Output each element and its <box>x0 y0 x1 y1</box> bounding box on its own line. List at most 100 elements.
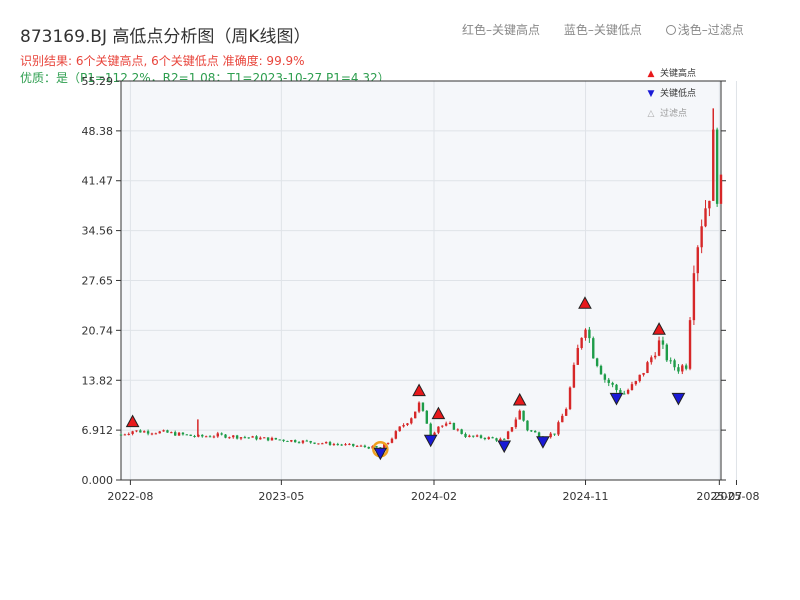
candle-body <box>293 440 297 443</box>
candle-body <box>352 443 355 446</box>
candle-body <box>348 443 351 445</box>
candle-body <box>630 384 634 390</box>
candle-body <box>394 431 398 439</box>
candle-body <box>460 429 463 434</box>
candle-body <box>626 389 630 394</box>
candle-body <box>235 435 239 439</box>
x-tick-label: 2022-08 <box>107 490 153 503</box>
candle-body <box>595 358 599 366</box>
candle-body <box>657 340 661 356</box>
hollow-triangle-icon: △ <box>647 109 655 119</box>
legend-item-filtered: △ 过滤点 <box>646 104 696 124</box>
candle-body <box>402 424 405 427</box>
candle-body <box>266 437 270 441</box>
candle-body <box>673 360 676 368</box>
candle-body <box>185 434 189 436</box>
candle-body <box>448 422 452 424</box>
chart-legend: ▲ 关键高点 ▼ 关键低点 △ 过滤点 <box>646 64 696 124</box>
candle-body <box>383 443 386 449</box>
candle-body <box>290 440 293 442</box>
blue-down-triangle-icon: ▼ <box>647 89 655 99</box>
y-tick-label: 41.47 <box>82 175 114 188</box>
y-tick-label: 48.38 <box>82 125 114 138</box>
key-low-marker <box>671 392 686 406</box>
y-tick-label: 27.65 <box>82 274 114 287</box>
candle-body <box>568 387 572 410</box>
recognition-result-text: 识别结果: 6个关键高点, 6个关键低点 准确度: 99.9% <box>20 54 305 68</box>
candle-body <box>158 431 161 434</box>
y-tick-label: 55.29 <box>82 75 114 88</box>
candle-body <box>456 429 459 431</box>
candle-body <box>406 423 409 425</box>
candle-body <box>286 440 289 442</box>
key-low-marker <box>609 392 624 406</box>
candle-body <box>533 430 537 433</box>
candle-body <box>526 420 529 431</box>
legend-item-low: ▼ 关键低点 <box>646 84 696 104</box>
candle-body <box>328 442 332 445</box>
candle-body <box>669 360 672 362</box>
candle-body <box>603 374 607 380</box>
candle-body <box>464 433 467 437</box>
candle-body <box>413 411 417 419</box>
hollow-circle-icon <box>665 25 676 35</box>
candle-body <box>479 435 483 438</box>
candle-body <box>472 435 475 437</box>
candle-body <box>452 422 456 430</box>
key-high-marker <box>412 383 426 397</box>
candle-body <box>619 390 622 394</box>
candle-body <box>561 415 564 423</box>
y-tick-label: 34.56 <box>82 225 114 238</box>
y-tick-label: 20.74 <box>82 324 114 337</box>
candle-body <box>154 433 158 435</box>
candle-body <box>607 379 610 383</box>
candle-body <box>181 432 185 435</box>
candle-body <box>177 432 181 436</box>
candle-body <box>661 340 665 345</box>
candle-body <box>146 431 150 434</box>
candle-body <box>297 442 301 444</box>
candle-body <box>584 329 587 338</box>
candle-body <box>704 208 707 227</box>
candle-body <box>340 444 343 446</box>
candle-body <box>650 357 653 363</box>
candle-body <box>715 129 719 204</box>
candle-body <box>127 433 130 435</box>
key-high-marker <box>652 322 666 335</box>
candle-body <box>166 430 169 433</box>
candle-body <box>576 347 579 365</box>
top-legend-red: 红色–关键高点 <box>462 23 541 37</box>
candle-body <box>228 437 231 439</box>
candle-body <box>123 434 127 436</box>
candle-body <box>499 438 502 441</box>
candle-body <box>321 443 324 445</box>
candle-body <box>475 435 479 437</box>
candle-body <box>363 445 367 447</box>
key-low-marker <box>536 436 550 449</box>
candle-body <box>324 442 328 444</box>
candle-body <box>332 444 336 446</box>
candle-body <box>623 393 626 395</box>
candle-body <box>491 437 494 439</box>
candle-body <box>580 337 583 348</box>
candle-body <box>270 437 274 441</box>
candle-body <box>572 364 576 388</box>
key-high-marker <box>578 296 592 309</box>
candle-body <box>305 440 309 442</box>
key-high-marker <box>125 414 140 428</box>
candle-body <box>189 434 192 436</box>
candle-body <box>139 430 142 433</box>
candle-body <box>429 423 432 437</box>
candle-body <box>251 436 254 438</box>
candle-body <box>278 439 281 441</box>
candle-body <box>243 437 247 439</box>
key-high-marker <box>431 406 446 420</box>
candle-body <box>143 431 146 433</box>
candle-body <box>483 437 487 440</box>
x-tick-label: 2023-05 <box>258 490 304 503</box>
candle-body <box>150 433 154 435</box>
candle-body <box>359 445 363 447</box>
candle-body <box>719 174 723 204</box>
candle-body <box>692 273 696 321</box>
candle-body <box>390 438 394 443</box>
